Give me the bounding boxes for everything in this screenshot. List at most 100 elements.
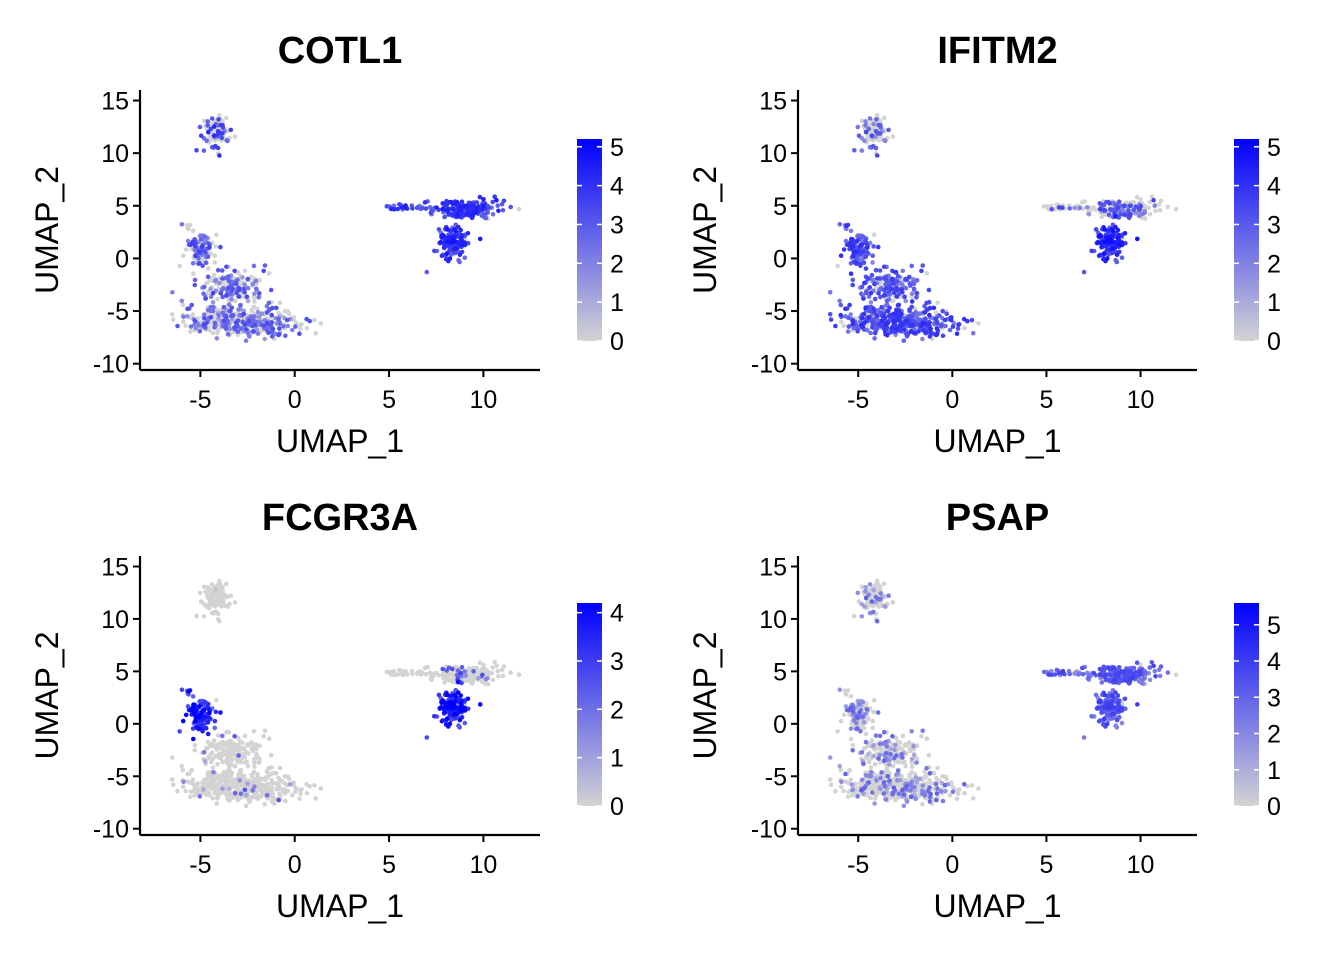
data-point <box>297 331 302 337</box>
data-point <box>293 320 299 326</box>
data-point <box>909 756 915 762</box>
data-point <box>180 302 186 308</box>
data-point <box>255 310 261 315</box>
data-point <box>920 783 926 788</box>
data-point <box>224 603 230 609</box>
data-point <box>859 316 865 321</box>
data-point <box>211 133 217 138</box>
data-point <box>188 780 193 786</box>
data-point <box>863 731 869 737</box>
data-point <box>481 197 486 202</box>
data-point <box>866 315 871 320</box>
data-point <box>440 201 446 206</box>
data-point <box>914 760 919 765</box>
data-point <box>215 129 221 134</box>
data-point <box>201 148 207 153</box>
data-point <box>202 781 207 786</box>
data-point <box>876 321 882 327</box>
data-point <box>935 321 940 326</box>
data-point <box>951 320 957 326</box>
data-point <box>844 223 849 229</box>
data-point <box>276 775 282 781</box>
data-point <box>922 303 927 309</box>
data-point <box>188 789 194 794</box>
data-point <box>234 787 240 792</box>
data-point <box>268 752 274 758</box>
data-point <box>257 291 262 296</box>
data-point <box>871 244 876 249</box>
data-point <box>209 278 214 284</box>
data-point <box>1102 692 1107 698</box>
data-point <box>237 778 242 783</box>
data-point <box>912 752 917 758</box>
data-point <box>238 326 244 332</box>
data-point <box>227 326 233 332</box>
data-point <box>192 748 198 753</box>
data-point <box>874 153 880 158</box>
data-point <box>898 328 903 334</box>
data-point <box>192 793 197 798</box>
data-point <box>848 726 854 731</box>
data-point <box>281 324 286 329</box>
data-point <box>489 671 495 676</box>
data-point <box>457 252 463 257</box>
data-point <box>236 294 242 299</box>
data-point <box>259 311 265 316</box>
data-point <box>197 794 203 799</box>
data-point <box>881 758 887 764</box>
data-point <box>891 785 897 791</box>
data-point <box>913 796 918 802</box>
data-point <box>458 671 463 676</box>
data-point <box>285 788 291 794</box>
data-point <box>192 277 198 283</box>
data-point <box>877 131 883 136</box>
data-point <box>1093 692 1099 698</box>
data-point <box>871 307 877 312</box>
data-point <box>206 241 212 247</box>
data-point <box>268 287 274 293</box>
y-tick-label: 15 <box>101 88 129 116</box>
data-point <box>232 600 238 605</box>
data-point <box>1116 242 1122 248</box>
data-point <box>870 725 875 731</box>
data-point <box>203 260 209 266</box>
data-point <box>269 799 275 804</box>
data-point <box>266 271 272 276</box>
data-point <box>197 704 202 709</box>
data-point <box>436 673 441 678</box>
data-point <box>508 204 513 210</box>
data-point <box>255 331 261 336</box>
data-point <box>1113 214 1118 219</box>
data-point <box>436 692 442 698</box>
data-point <box>1112 677 1118 682</box>
data-point <box>220 268 225 273</box>
data-point <box>866 752 871 757</box>
data-point <box>389 206 395 212</box>
data-point <box>867 582 873 587</box>
data-point <box>234 290 239 296</box>
data-point <box>253 278 259 284</box>
data-point <box>876 291 881 296</box>
data-point <box>201 312 207 318</box>
data-point <box>1085 205 1090 210</box>
data-point <box>215 761 220 767</box>
data-point <box>242 290 247 295</box>
data-point <box>285 323 291 329</box>
data-point <box>863 585 868 590</box>
data-point <box>210 330 216 336</box>
data-point <box>226 730 232 735</box>
data-point <box>270 305 275 311</box>
data-point <box>190 726 196 731</box>
data-point <box>246 318 252 324</box>
data-points <box>827 578 1179 809</box>
data-point <box>191 736 196 742</box>
data-point <box>1080 671 1086 677</box>
data-point <box>1126 208 1131 213</box>
data-point <box>307 318 313 324</box>
data-point <box>262 263 268 268</box>
data-point <box>1104 247 1110 252</box>
data-point <box>253 742 258 747</box>
data-point <box>869 770 874 775</box>
data-point <box>213 782 219 787</box>
data-point <box>175 788 180 794</box>
